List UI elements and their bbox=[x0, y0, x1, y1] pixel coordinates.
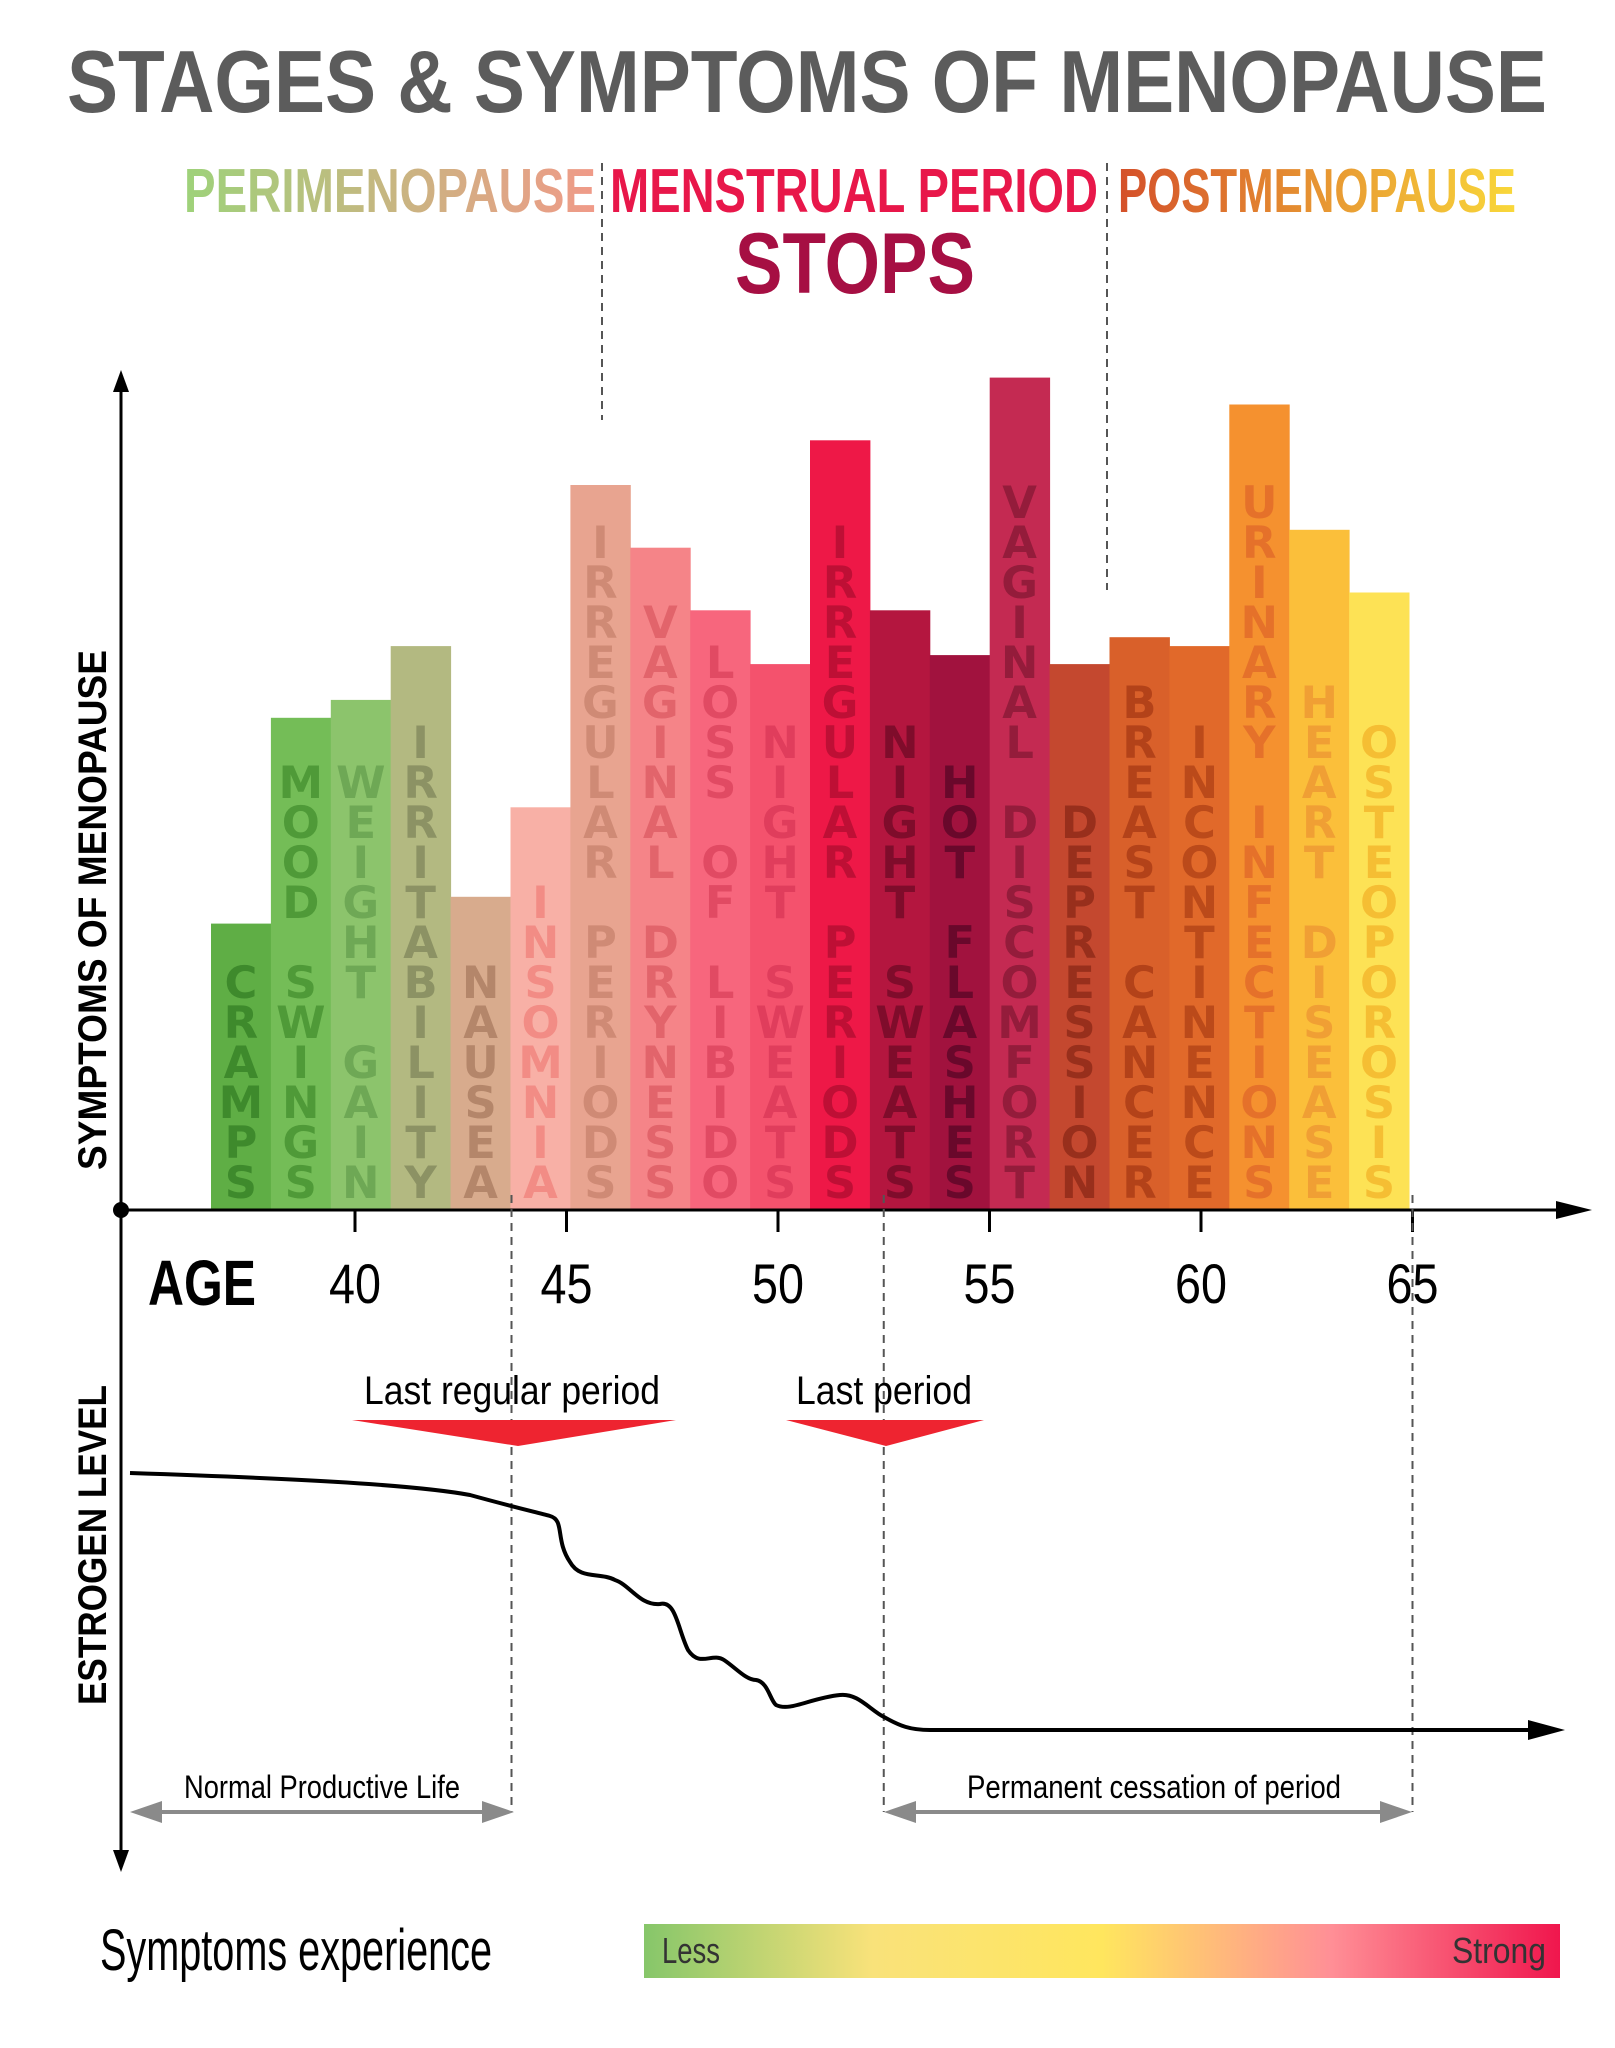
page-title: STAGES & SYMPTOMS OF MENOPAUSE bbox=[67, 32, 1547, 131]
x-tick-label: 45 bbox=[541, 1252, 593, 1315]
bar-irritability bbox=[390, 646, 452, 1210]
stage-menstrual-period: MENSTRUAL PERIOD bbox=[610, 157, 1098, 226]
y-axis-label: SYMPTOMS OF MENOPAUSE bbox=[71, 650, 115, 1170]
x-tick-label: 55 bbox=[964, 1252, 1016, 1315]
bar-weight-gain bbox=[330, 699, 392, 1210]
estrogen-axis-label: ESTROGEN LEVEL bbox=[71, 1385, 115, 1705]
stage-stops: STOPS bbox=[735, 216, 975, 312]
last-period-label: Last period bbox=[796, 1369, 972, 1413]
legend-gradient-bar bbox=[644, 1924, 1560, 1978]
symptom-bars: C R A M P S M O O D S W I N G SW E I G H T G A I N I R R I T A B I L I T Y… bbox=[211, 377, 1410, 1211]
x-tick-label: 40 bbox=[329, 1252, 381, 1315]
stage-perimenopause: PERIMENOPAUSE bbox=[184, 157, 596, 226]
legend-strong-label: Strong bbox=[1452, 1930, 1546, 1971]
marker-lines bbox=[510, 1195, 1414, 1812]
estrogen-curve bbox=[129, 1471, 1530, 1732]
normal-life-label: Normal Productive Life bbox=[184, 1769, 460, 1805]
x-tick-label: 60 bbox=[1175, 1252, 1227, 1315]
bar-night-sweats bbox=[750, 664, 811, 1210]
legend-less-label: Less bbox=[662, 1930, 720, 1971]
last-regular-period-label: Last regular period bbox=[364, 1369, 660, 1413]
last-period-pointer bbox=[786, 1420, 984, 1446]
bar-incontinence bbox=[1169, 646, 1230, 1210]
stage-postmenopause: POSTMENOPAUSE bbox=[1118, 157, 1516, 226]
permanent-cessation-range bbox=[884, 1801, 1412, 1823]
bar-insomnia bbox=[510, 807, 571, 1211]
axis-origin bbox=[113, 1202, 129, 1218]
bar-vaginal-dryness bbox=[630, 547, 691, 1210]
bar-nausea bbox=[450, 896, 511, 1211]
legend-title: Symptoms experience bbox=[100, 1918, 492, 1983]
x-axis-arrow bbox=[1556, 1201, 1592, 1219]
bar-urinary-infections bbox=[1229, 404, 1290, 1210]
estrogen-arrow bbox=[1528, 1720, 1565, 1740]
bar-osteoporosis bbox=[1349, 592, 1410, 1210]
bar-heart-disease bbox=[1289, 529, 1350, 1210]
normal-life-range bbox=[130, 1801, 514, 1823]
bar-cramps bbox=[211, 923, 272, 1210]
bar-mood-swings bbox=[270, 717, 332, 1211]
last-regular-period-pointer bbox=[352, 1420, 676, 1446]
bar-vaginal-discomfort bbox=[989, 377, 1051, 1211]
x-axis-label: AGE bbox=[148, 1247, 256, 1319]
bar-irregular-periods bbox=[810, 440, 871, 1210]
bar-hot-flashes bbox=[929, 655, 991, 1210]
y-axis-arrow-top bbox=[113, 370, 129, 392]
bar-loss-of-libido bbox=[690, 610, 751, 1210]
bar-depression bbox=[1049, 664, 1110, 1210]
bar-irregular-periods bbox=[570, 485, 631, 1210]
x-tick-label: 50 bbox=[752, 1252, 804, 1315]
bar-night-sweats bbox=[869, 610, 931, 1210]
permanent-cessation-label: Permanent cessation of period bbox=[967, 1769, 1341, 1805]
bar-breast-cancer bbox=[1109, 637, 1170, 1210]
y-axis-arrow-bottom bbox=[113, 1850, 129, 1872]
